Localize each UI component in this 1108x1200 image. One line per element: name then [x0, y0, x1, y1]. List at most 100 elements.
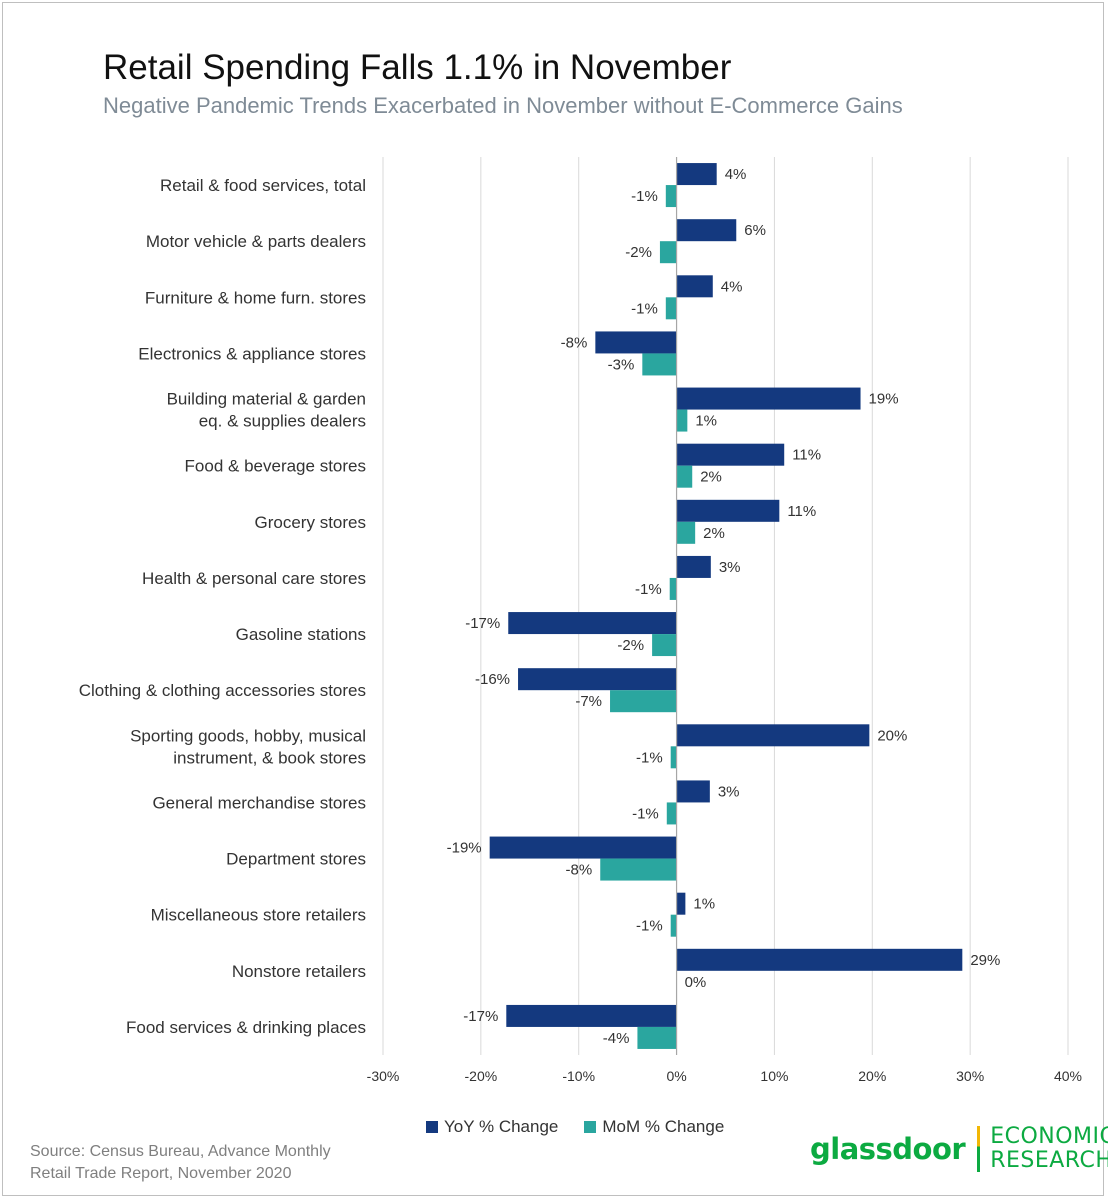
yoy-data-label: 29% — [970, 952, 1000, 969]
axis-layer: -30% -20% -10% 0% 10% 20% 30% 40% — [367, 157, 1082, 1084]
source-line-1: Source: Census Bureau, Advance Monthly — [30, 1143, 331, 1160]
bar-layer — [489, 163, 963, 1049]
legend-swatch-mom — [584, 1121, 597, 1133]
category-label: Retail & food services, total — [160, 176, 366, 195]
yoy-data-label: 4% — [725, 166, 747, 183]
yoy-bar — [676, 443, 785, 466]
mom-data-label: 2% — [700, 469, 722, 486]
mom-bar — [600, 858, 677, 881]
x-tick-label: 0% — [666, 1068, 686, 1084]
yoy-data-label: 3% — [718, 783, 740, 800]
mom-data-label: -4% — [603, 1030, 630, 1047]
mom-data-label: 0% — [685, 974, 707, 991]
chart-subtitle: Negative Pandemic Trends Exacerbated in … — [103, 93, 903, 118]
yoy-bar — [676, 219, 737, 242]
yoy-bar — [676, 780, 710, 803]
yoy-data-label: 20% — [877, 727, 907, 744]
x-tick-label: 40% — [1054, 1068, 1082, 1084]
mom-data-label: -2% — [625, 244, 652, 261]
category-label: Clothing & clothing accessories stores — [79, 681, 366, 700]
x-tick-label: 20% — [858, 1068, 886, 1084]
mom-bar — [659, 241, 677, 264]
category-label: General merchandise stores — [152, 793, 366, 812]
yoy-data-label: -8% — [561, 334, 588, 351]
mom-bar — [637, 1026, 677, 1049]
yoy-bar — [518, 668, 677, 691]
yoy-bar — [676, 275, 713, 298]
category-label: Department stores — [226, 850, 366, 869]
mom-data-label: -1% — [636, 749, 663, 766]
source-note: Source: Census Bureau, Advance Monthly R… — [30, 1141, 360, 1185]
logo-wordmark: glassdoor — [810, 1132, 966, 1166]
mom-bar — [669, 577, 677, 600]
mom-bar — [642, 353, 677, 376]
logo-unit: ECONOMIC RESEARCH — [990, 1125, 1108, 1173]
mom-data-label: -1% — [631, 300, 658, 317]
mom-data-label: -2% — [617, 637, 644, 654]
yoy-bar — [676, 892, 686, 915]
logo-divider — [977, 1126, 981, 1172]
mom-bar — [666, 802, 677, 825]
mom-data-label: -1% — [635, 581, 662, 598]
logo-unit-line-2: RESEARCH — [990, 1148, 1108, 1173]
legend-item-yoy: YoY % Change — [426, 1117, 558, 1137]
chart-title: Retail Spending Falls 1.1% in November — [103, 48, 732, 87]
legend-label-mom: MoM % Change — [602, 1117, 725, 1136]
category-label: Miscellaneous store retailers — [151, 906, 366, 925]
mom-bar — [652, 634, 677, 657]
mom-bar — [670, 746, 677, 769]
mom-bar — [676, 521, 696, 544]
mom-bar — [665, 185, 677, 208]
legend-swatch-yoy — [426, 1121, 438, 1133]
glassdoor-economic-research-logo: glassdoor ECONOMIC RESEARCH — [810, 1125, 1108, 1173]
category-label: Furniture & home furn. stores — [145, 288, 366, 307]
yoy-bar — [489, 836, 677, 859]
category-label: Electronics & appliance stores — [138, 344, 366, 363]
yoy-data-label: 19% — [869, 391, 899, 408]
mom-data-label: -7% — [575, 693, 602, 710]
label-layer: Retail & food services, total 4% -1% Motor … — [79, 166, 1001, 1047]
yoy-data-label: -19% — [447, 840, 482, 857]
category-label: Motor vehicle & parts dealers — [146, 232, 366, 251]
yoy-bar — [676, 724, 870, 747]
yoy-bar — [676, 387, 861, 410]
legend-label-yoy: YoY % Change — [444, 1117, 559, 1136]
grid-layer — [382, 157, 1069, 1055]
category-label: Food & beverage stores — [185, 457, 366, 476]
yoy-data-label: 4% — [721, 278, 743, 295]
mom-data-label: -1% — [632, 805, 659, 822]
category-label: Gasoline stations — [236, 625, 366, 644]
yoy-data-label: -16% — [475, 671, 510, 688]
x-tick-label: -20% — [465, 1068, 498, 1084]
yoy-data-label: 11% — [792, 447, 821, 464]
mom-bar — [676, 465, 693, 488]
mom-data-label: 2% — [703, 525, 725, 542]
category-label: Health & personal care stores — [142, 569, 366, 588]
mom-data-label: -8% — [566, 862, 593, 879]
category-label: Grocery stores — [255, 513, 366, 532]
yoy-bar — [676, 948, 963, 971]
mom-bar — [665, 297, 677, 320]
source-line-2: Retail Trade Report, November 2020 — [30, 1165, 292, 1182]
yoy-data-label: -17% — [463, 1008, 498, 1025]
yoy-bar — [508, 612, 677, 635]
x-tick-label: -10% — [562, 1068, 595, 1084]
yoy-data-label: 6% — [744, 222, 766, 239]
mom-data-label: -1% — [636, 918, 663, 935]
category-label: Nonstore retailers — [232, 962, 366, 981]
mom-data-label: -3% — [608, 356, 635, 373]
yoy-bar — [676, 163, 717, 186]
yoy-bar — [506, 1004, 677, 1027]
mom-data-label: -1% — [631, 188, 658, 205]
yoy-bar — [595, 331, 677, 354]
x-tick-label: 30% — [956, 1068, 984, 1084]
legend: YoY % Change MoM % Change — [426, 1117, 724, 1137]
yoy-bar — [676, 499, 780, 522]
mom-bar — [670, 914, 677, 937]
category-label: Food services & drinking places — [126, 1018, 366, 1037]
yoy-data-label: 11% — [787, 503, 816, 520]
x-tick-label: -30% — [367, 1068, 400, 1084]
category-label: Building material & garden eq. & supplies… — [167, 390, 366, 431]
